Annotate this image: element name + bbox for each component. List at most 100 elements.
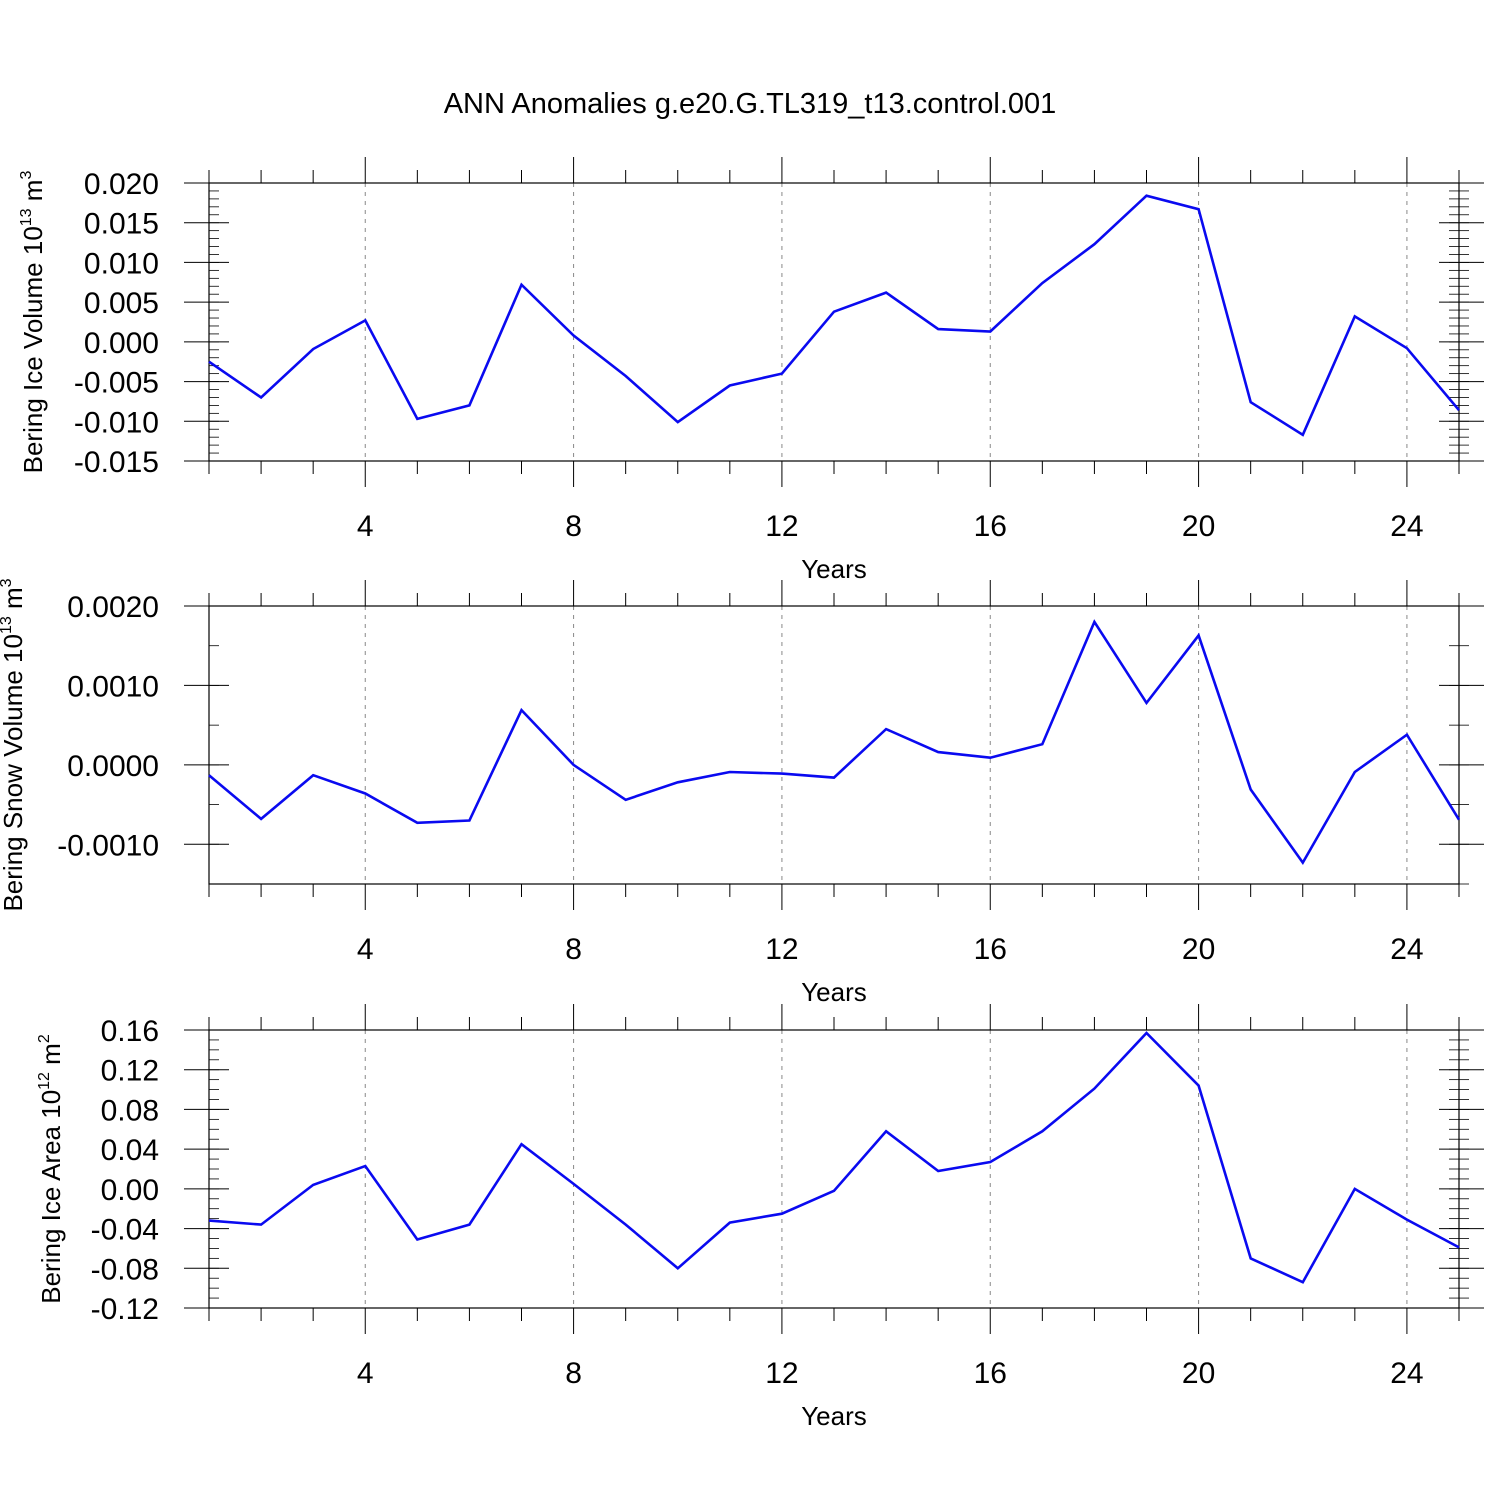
data-point: [1197, 1084, 1201, 1088]
y-tick-label: -0.08: [91, 1253, 159, 1286]
data-point: [780, 1212, 784, 1216]
data-point: [1092, 1087, 1096, 1091]
data-point: [415, 1237, 419, 1241]
data-point: [728, 770, 732, 774]
plot-frame: [208, 182, 1460, 462]
data-point: [676, 1266, 680, 1270]
data-point: [1301, 433, 1305, 437]
data-point: [728, 384, 732, 388]
data-point: [1249, 400, 1253, 404]
panel-1: -0.015 -0.010 -0.005 0.000 0.005 0.010 0.015 0.…: [18, 157, 1484, 584]
data-point: [1092, 242, 1096, 246]
data-point: [884, 727, 888, 731]
data-point: [363, 791, 367, 795]
data-point: [624, 798, 628, 802]
y-tick-label: -0.0010: [57, 829, 159, 862]
data-point: [1145, 701, 1149, 705]
data-point: [1457, 1245, 1461, 1249]
data-point: [624, 1223, 628, 1227]
data-point: [259, 1223, 263, 1227]
y-tick-label: -0.010: [74, 406, 159, 439]
data-point: [467, 1223, 471, 1227]
x-axis-label: Years: [801, 1401, 867, 1431]
data-point: [207, 773, 211, 777]
plot-frame: [208, 1029, 1460, 1309]
data-point: [363, 318, 367, 322]
x-tick-label: 16: [974, 1357, 1007, 1390]
data-point: [1249, 787, 1253, 791]
data-point: [1353, 1187, 1357, 1191]
x-tick-label: 4: [357, 510, 374, 543]
x-tick-label: 12: [765, 933, 798, 966]
data-point: [1040, 742, 1044, 746]
data-point: [1405, 346, 1409, 350]
panel-2: -0.0010 0.0000 0.0010 0.0020 4 8 12 16 20 24 Years…: [0, 578, 1484, 1007]
data-point: [1301, 861, 1305, 865]
data-point: [415, 417, 419, 421]
x-tick-label: 12: [765, 1357, 798, 1390]
x-tick-label: 24: [1390, 933, 1423, 966]
x-tick-label: 16: [974, 510, 1007, 543]
data-point: [1457, 408, 1461, 412]
x-tick-label: 8: [565, 933, 582, 966]
y-tick-label: 0.0020: [67, 591, 159, 624]
y-tick-label: 0.04: [101, 1134, 159, 1167]
y-tick-label: 0.0010: [67, 670, 159, 703]
x-tick-label: 24: [1390, 1357, 1423, 1390]
data-point: [884, 1129, 888, 1133]
y-tick-label: 0.0000: [67, 750, 159, 783]
plot-frame: [208, 605, 1460, 885]
y-tick-label: 0.015: [84, 208, 159, 241]
data-point: [415, 821, 419, 825]
data-point: [832, 776, 836, 780]
data-point: [311, 1183, 315, 1187]
data-point: [832, 1189, 836, 1193]
data-point: [311, 773, 315, 777]
data-point: [467, 403, 471, 407]
x-axis-label: Years: [801, 554, 867, 584]
data-point: [207, 360, 211, 364]
data-point: [936, 327, 940, 331]
y-tick-label: 0.010: [84, 247, 159, 280]
y-tick-label: -0.12: [91, 1293, 159, 1326]
data-point: [676, 780, 680, 784]
panel-3: -0.12 -0.08 -0.04 0.00 0.04 0.08 0.12 0.16 4 8 12 1…: [36, 1004, 1484, 1431]
data-point: [832, 310, 836, 314]
data-point: [1197, 207, 1201, 211]
y-tick-label: 0.12: [101, 1055, 159, 1088]
data-point: [520, 283, 524, 287]
x-tick-label: 20: [1182, 933, 1215, 966]
x-tick-label: 4: [357, 1357, 374, 1390]
data-point: [988, 1160, 992, 1164]
y-tick-label: 0.005: [84, 287, 159, 320]
x-tick-label: 4: [357, 933, 374, 966]
y-axis-label: Bering Snow Volume 1013 m3: [0, 578, 28, 911]
data-point: [728, 1221, 732, 1225]
data-point: [884, 291, 888, 295]
data-point: [1040, 281, 1044, 285]
data-point: [259, 395, 263, 399]
x-tick-label: 12: [765, 510, 798, 543]
data-point: [1353, 314, 1357, 318]
data-point: [988, 756, 992, 760]
data-point: [1301, 1280, 1305, 1284]
x-tick-label: 16: [974, 933, 1007, 966]
data-point: [936, 1169, 940, 1173]
data-point: [520, 708, 524, 712]
x-tick-label: 8: [565, 1357, 582, 1390]
data-point: [363, 1164, 367, 1168]
y-axis-label: Bering Ice Area 1012 m2: [36, 1034, 66, 1304]
y-tick-label: 0.08: [101, 1094, 159, 1127]
y-tick-label: 0.000: [84, 327, 159, 360]
y-tick-label: 0.020: [84, 168, 159, 201]
x-tick-label: 20: [1182, 510, 1215, 543]
data-point: [1457, 818, 1461, 822]
data-point: [780, 772, 784, 776]
data-point: [1405, 1218, 1409, 1222]
data-point: [936, 750, 940, 754]
data-point: [676, 420, 680, 424]
data-point: [780, 372, 784, 376]
data-point: [1040, 1129, 1044, 1133]
x-tick-label: 24: [1390, 510, 1423, 543]
